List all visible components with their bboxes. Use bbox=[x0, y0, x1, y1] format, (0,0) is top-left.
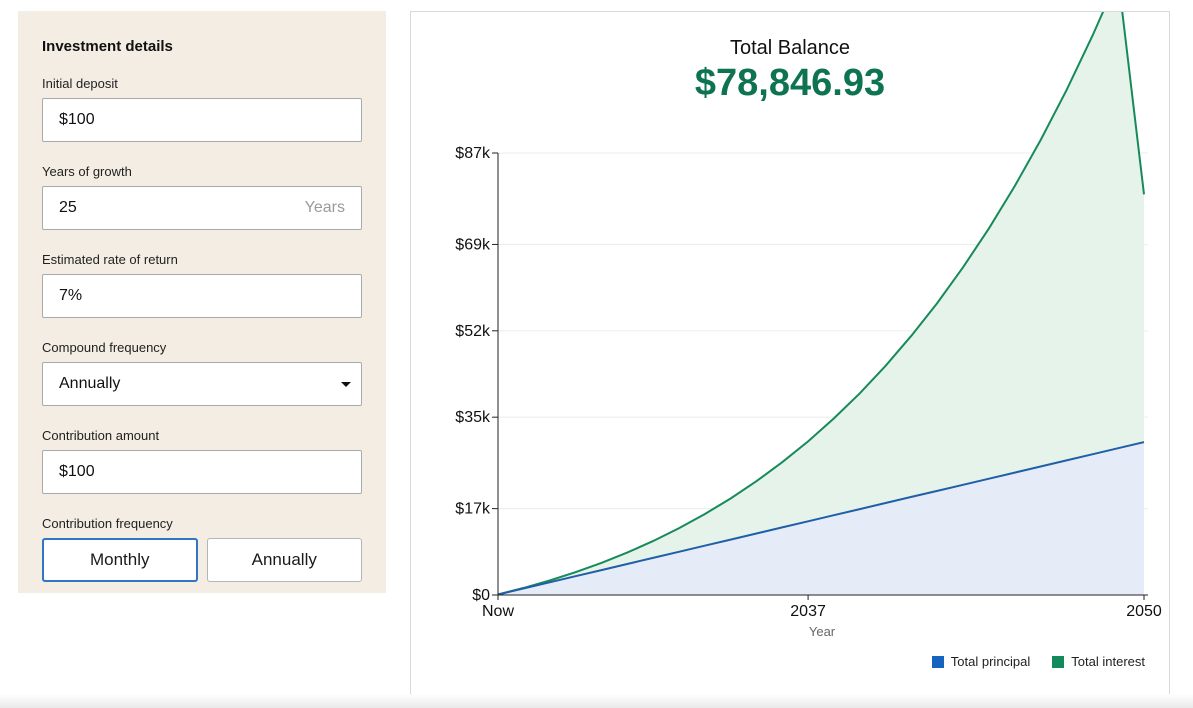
interest-line bbox=[497, 12, 1145, 596]
y-tick-label: $35k bbox=[455, 409, 491, 426]
contribution-amount-value: $100 bbox=[59, 463, 95, 480]
principal-line bbox=[497, 441, 1145, 596]
years-of-growth-input[interactable]: 25 Years bbox=[42, 186, 362, 230]
legend-interest-label: Total interest bbox=[1071, 654, 1145, 669]
y-tick-label: $52k bbox=[455, 323, 491, 340]
balance-chart: $0 $17k $35k $52k $69k $87k Now 2037 2050 Year bbox=[455, 12, 1162, 639]
years-suffix: Years bbox=[304, 199, 345, 216]
monthly-button[interactable]: Monthly bbox=[42, 538, 198, 582]
x-tick-label: Now bbox=[482, 603, 514, 620]
contribution-amount-input[interactable]: $100 bbox=[42, 450, 362, 494]
x-tick-label: 2050 bbox=[1126, 603, 1162, 620]
rate-of-return-value: 7% bbox=[59, 287, 83, 304]
rate-of-return-label: Estimated rate of return bbox=[42, 252, 178, 267]
total-balance-label: Total Balance bbox=[729, 37, 851, 59]
chart-legend: Total principal Total interest bbox=[931, 654, 1145, 669]
y-tick-label: $69k bbox=[455, 236, 491, 253]
initial-deposit-value: $100 bbox=[59, 111, 95, 128]
years-of-growth-value: 25 bbox=[59, 199, 77, 216]
legend-interest: Total interest bbox=[1052, 654, 1145, 669]
compound-frequency-label: Compound frequency bbox=[42, 340, 167, 355]
legend-principal-swatch bbox=[931, 655, 944, 668]
legend-interest-swatch bbox=[1052, 655, 1065, 668]
x-axis-title: Year bbox=[809, 624, 836, 639]
panel-title: Investment details bbox=[42, 38, 173, 55]
interest-area bbox=[498, 12, 1144, 595]
annually-button[interactable]: Annually bbox=[206, 538, 362, 582]
bottom-fade bbox=[0, 694, 1193, 708]
initial-deposit-input[interactable]: $100 bbox=[42, 98, 362, 142]
x-tick-label: 2037 bbox=[790, 603, 826, 620]
legend-principal-label: Total principal bbox=[950, 654, 1031, 669]
chart-card: Total Balance $78,846.93 $0 $17k $35k $52k $… bbox=[410, 11, 1170, 697]
investment-details-panel: Investment details Initial deposit $100 … bbox=[18, 11, 386, 593]
compound-frequency-select[interactable]: Annually bbox=[42, 362, 362, 406]
compound-frequency-value: Annually bbox=[59, 375, 121, 392]
y-tick-label: $17k bbox=[455, 501, 491, 518]
contribution-frequency-toggle: Monthly Annually bbox=[42, 538, 362, 582]
total-balance-value: $78,846.93 bbox=[694, 62, 886, 104]
initial-deposit-label: Initial deposit bbox=[42, 76, 118, 91]
contribution-frequency-label: Contribution frequency bbox=[42, 516, 173, 531]
y-tick-label: $0 bbox=[472, 587, 490, 604]
contribution-amount-label: Contribution amount bbox=[42, 428, 160, 443]
chevron-down-icon bbox=[341, 382, 351, 387]
y-tick-label: $87k bbox=[455, 145, 491, 162]
legend-principal: Total principal bbox=[931, 654, 1031, 669]
rate-of-return-input[interactable]: 7% bbox=[42, 274, 362, 318]
years-of-growth-label: Years of growth bbox=[42, 164, 132, 179]
